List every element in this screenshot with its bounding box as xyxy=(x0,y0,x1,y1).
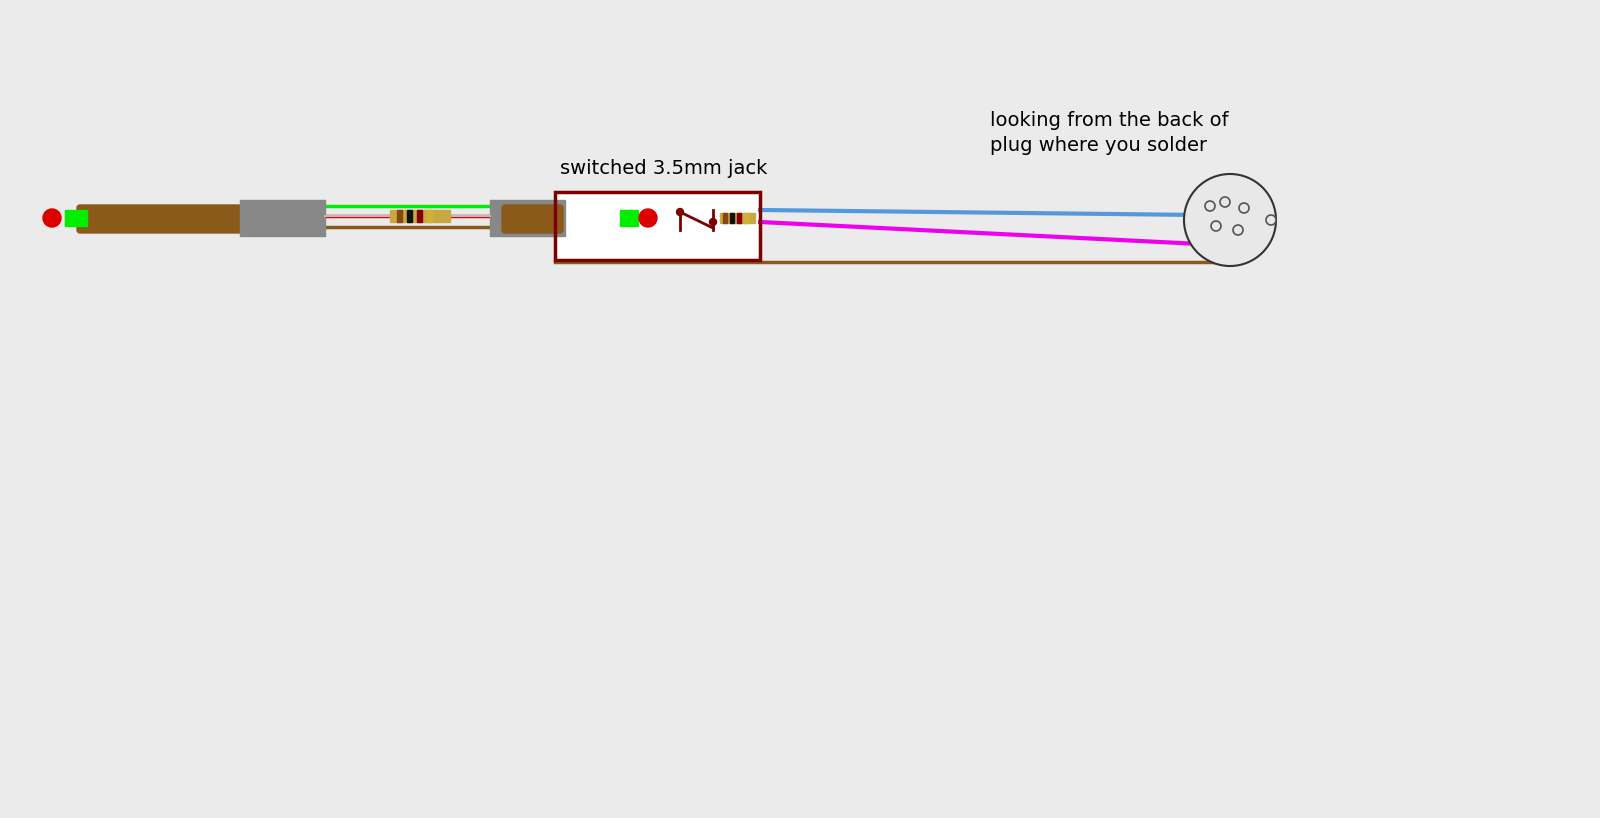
Bar xyxy=(240,200,325,236)
Bar xyxy=(723,213,726,223)
Bar xyxy=(490,200,565,236)
Circle shape xyxy=(1238,203,1250,213)
Bar xyxy=(555,192,760,260)
FancyBboxPatch shape xyxy=(77,205,243,233)
Bar xyxy=(720,213,755,223)
Bar xyxy=(730,213,734,223)
Bar xyxy=(397,210,402,222)
FancyBboxPatch shape xyxy=(502,205,563,233)
Bar xyxy=(390,210,450,222)
Bar xyxy=(744,213,749,223)
Bar xyxy=(621,210,638,226)
Circle shape xyxy=(677,209,683,215)
Circle shape xyxy=(43,209,61,227)
Text: switched 3.5mm jack: switched 3.5mm jack xyxy=(560,159,768,178)
Circle shape xyxy=(638,209,658,227)
Bar xyxy=(555,192,760,260)
Circle shape xyxy=(1234,225,1243,235)
Bar xyxy=(738,213,741,223)
Bar xyxy=(66,210,86,226)
Circle shape xyxy=(1184,174,1277,266)
Text: looking from the back of
plug where you solder: looking from the back of plug where you … xyxy=(990,111,1229,155)
Bar xyxy=(427,210,432,222)
FancyBboxPatch shape xyxy=(562,205,608,233)
Circle shape xyxy=(1266,215,1277,225)
Bar xyxy=(418,210,422,222)
Circle shape xyxy=(1205,201,1214,211)
Circle shape xyxy=(1221,197,1230,207)
Circle shape xyxy=(1211,221,1221,231)
Circle shape xyxy=(709,218,717,226)
Bar xyxy=(406,210,413,222)
